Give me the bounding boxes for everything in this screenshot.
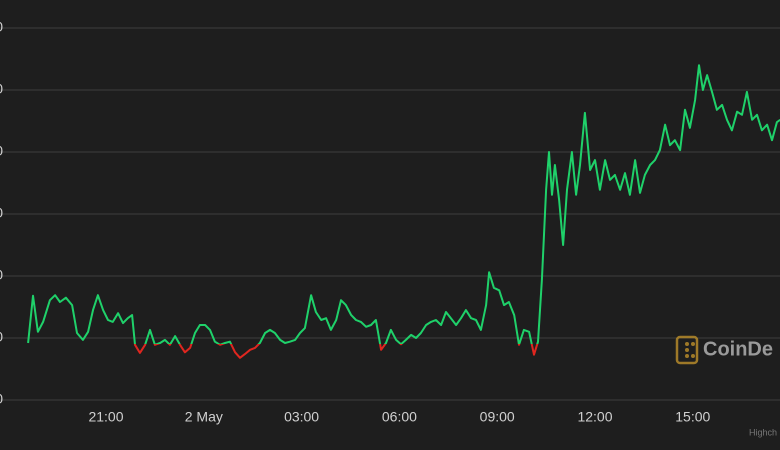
watermark-logo	[675, 335, 699, 365]
y-tick-label: 10	[0, 329, 3, 345]
grid	[0, 27, 780, 401]
y-tick-label: 50	[0, 81, 3, 97]
y-tick-label: 60	[0, 19, 3, 35]
y-tick-label: 30	[0, 205, 3, 221]
x-tick-label: 06:00	[382, 409, 417, 425]
watermark: CoinDe	[703, 338, 773, 360]
credits: Highch	[749, 427, 777, 437]
price-line	[27, 64, 780, 359]
x-tick-label: 15:00	[675, 409, 710, 425]
y-tick-label: 20	[0, 267, 3, 283]
x-tick-label: 12:00	[577, 409, 612, 425]
x-tick-label: 21:00	[88, 409, 123, 425]
y-tick-label: 40	[0, 143, 3, 159]
x-tick-label: 09:00	[480, 409, 515, 425]
y-tick-label: 0	[0, 391, 3, 407]
x-tick-label: 2 May	[185, 409, 223, 425]
x-tick-label: 03:00	[284, 409, 319, 425]
